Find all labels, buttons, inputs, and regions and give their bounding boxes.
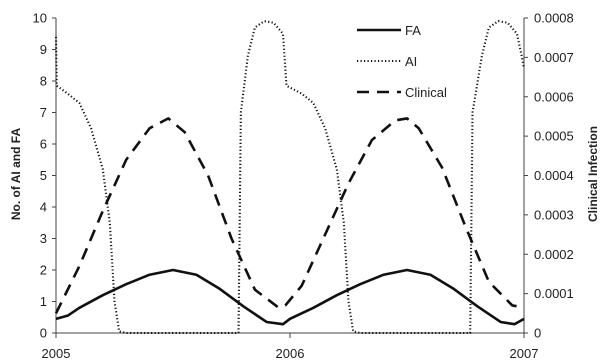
left-y-tick-label: 3 [40, 231, 47, 246]
left-y-tick-label: 2 [40, 263, 47, 278]
x-tick-label: 2005 [42, 346, 71, 361]
right-y-tick-label: 0 [534, 326, 541, 341]
right-y-tick-label: 0.0002 [534, 247, 574, 262]
right-y-tick-label: 0.0008 [534, 11, 574, 26]
right-y-tick-label: 0.0005 [534, 129, 574, 144]
left-y-tick-label: 6 [40, 137, 47, 152]
left-y-tick-label: 0 [40, 326, 47, 341]
left-y-axis-title: No. of AI and FA [9, 128, 23, 221]
series-line-fa [55, 268, 525, 326]
series-layer [54, 20, 526, 335]
series-line-ai [54, 20, 526, 335]
left-y-tick-label: 8 [40, 74, 47, 89]
legend: FA AI Clinical [357, 23, 447, 100]
axes: 0 1 2 3 4 5 6 7 8 9 10 0 0.0001 0.0002 0.0003 0.0004 0.0… [9, 11, 600, 362]
legend-label-clinical: Clinical [405, 85, 447, 100]
right-y-tick-label: 0.0003 [534, 207, 574, 222]
x-tick-label: 2006 [276, 346, 305, 361]
right-y-axis-title: Clinical Infection [586, 126, 600, 222]
right-y-tick-label: 0.0007 [534, 50, 574, 65]
right-y-tick-label: 0.0004 [534, 168, 574, 183]
legend-label-fa: FA [405, 23, 421, 38]
left-y-tick-label: 1 [40, 294, 47, 309]
right-y-tick-label: 0.0001 [534, 286, 574, 301]
left-y-tick-label: 9 [40, 42, 47, 57]
left-y-tick-label: 4 [40, 200, 47, 215]
legend-label-ai: AI [405, 54, 417, 69]
left-y-tick-label: 7 [40, 105, 47, 120]
x-tick-label: 2007 [510, 346, 539, 361]
left-y-tick-label: 5 [40, 168, 47, 183]
right-y-tick-label: 0.0006 [534, 89, 574, 104]
series-line-clinical [54, 117, 525, 314]
left-y-tick-label: 10 [33, 11, 47, 26]
